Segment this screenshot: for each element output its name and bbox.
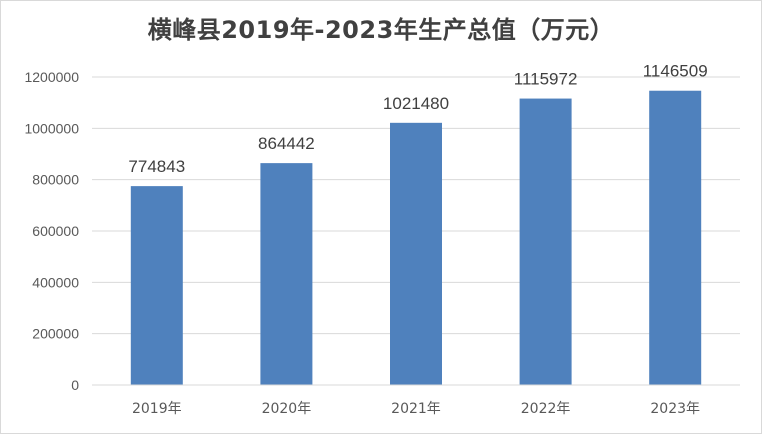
bar xyxy=(260,163,313,385)
bars xyxy=(130,90,702,386)
x-category-label: 2020年 xyxy=(262,401,312,417)
y-tick-label: 600000 xyxy=(32,223,79,239)
data-labels: 774843 864442 1021480 1115972 1146509 xyxy=(128,62,707,176)
data-label: 1115972 xyxy=(514,70,578,89)
data-label: 774843 xyxy=(128,157,185,176)
bar xyxy=(390,122,442,386)
y-tick-label: 1200000 xyxy=(24,69,79,85)
y-tick-label: 1000000 xyxy=(24,120,79,136)
x-axis-categories: 2019年 2020年 2021年 2022年 2023年 xyxy=(132,401,700,417)
data-label: 1021480 xyxy=(383,94,449,113)
bar xyxy=(130,186,183,385)
bar xyxy=(519,98,572,385)
x-category-label: 2019年 xyxy=(132,401,182,417)
bar xyxy=(649,90,702,385)
chart-title: 横峰县2019年-2023年生产总值（万元） xyxy=(147,16,615,44)
y-tick-label: 800000 xyxy=(32,172,79,188)
y-tick-label: 0 xyxy=(71,377,79,393)
x-category-label: 2022年 xyxy=(521,401,571,417)
data-label: 864442 xyxy=(258,134,315,153)
y-tick-label: 200000 xyxy=(32,326,79,342)
data-label: 1146509 xyxy=(643,62,708,81)
y-tick-label: 400000 xyxy=(32,274,79,290)
x-category-label: 2021年 xyxy=(391,401,441,417)
x-category-label: 2023年 xyxy=(650,401,700,417)
y-axis-ticks: 0 200000 400000 600000 800000 1000000 1200000 xyxy=(24,69,79,393)
